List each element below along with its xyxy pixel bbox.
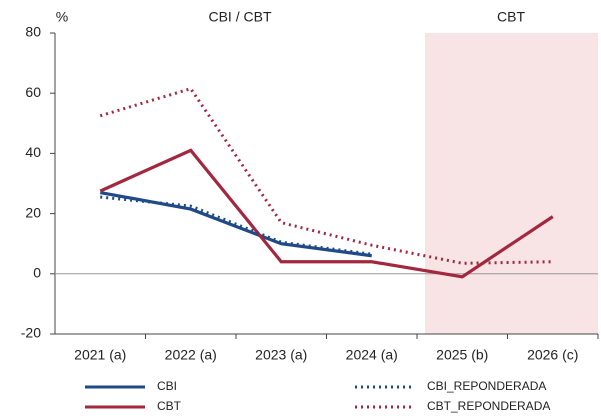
x-tick-label: 2025 (b) — [436, 347, 488, 363]
x-tick-label: 2023 (a) — [255, 347, 307, 363]
y-unit: % — [56, 9, 68, 25]
legend-label: CBT_REPONDERADA — [427, 399, 550, 413]
y-tick-label: 20 — [25, 204, 41, 220]
annotation: CBT — [497, 9, 525, 25]
x-tick-label: 2021 (a) — [74, 347, 126, 363]
y-tick-label: 0 — [33, 265, 41, 281]
series-line — [99, 86, 553, 265]
y-tick-label: 60 — [25, 84, 41, 100]
legend-label: CBT — [157, 399, 182, 413]
series-line — [99, 148, 554, 279]
x-tick-label: 2026 (c) — [527, 347, 578, 363]
legend-label: CBI_REPONDERADA — [427, 379, 546, 393]
y-tick-label: 80 — [25, 24, 41, 40]
forecast-shading — [425, 33, 598, 334]
y-tick-label: -20 — [21, 325, 41, 341]
x-tick-label: 2022 (a) — [165, 347, 217, 363]
series-line — [100, 195, 372, 256]
y-tick-label: 40 — [25, 144, 41, 160]
legend-label: CBI — [157, 379, 177, 393]
x-tick-label: 2024 (a) — [346, 347, 398, 363]
annotation: CBI / CBT — [208, 9, 271, 25]
